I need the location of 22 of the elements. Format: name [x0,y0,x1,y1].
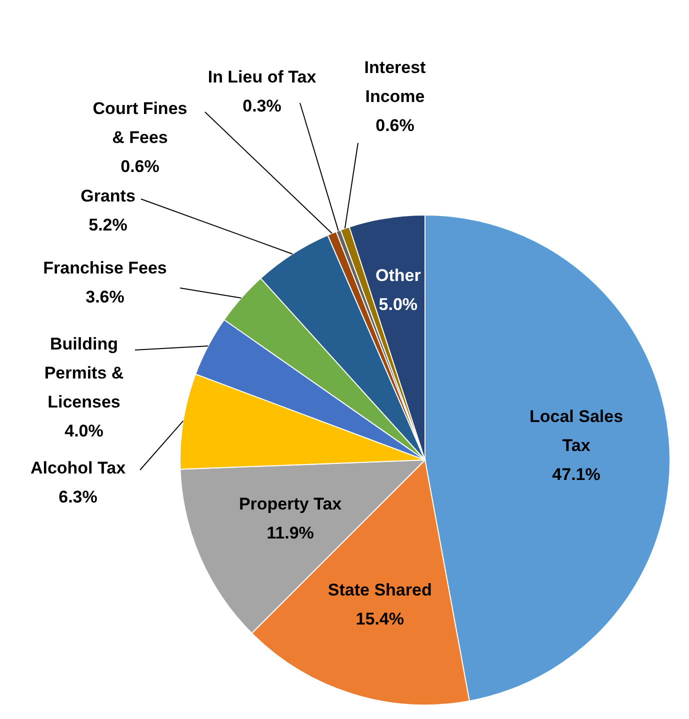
data-label: 0.6% [120,157,160,176]
slice-label: Alcohol Tax [30,458,126,478]
slice-label: Local Sales Tax [529,407,624,456]
data-label: 0.3% [242,96,282,116]
slice-label: Court Fines & Fees [92,99,188,147]
data-label: 3.6% [86,288,124,306]
data-label: 47.1% [552,465,600,484]
slice-label: Interest Income [364,58,426,106]
data-label: 0.6% [376,116,414,135]
slice-label: Franchise Fees [43,258,167,278]
data-label: 5.2% [88,216,128,234]
data-label: 4.0% [64,422,104,440]
slice-label: In Lieu of Tax [208,68,317,86]
slice-label: Building Permits & Licenses [44,334,124,412]
data-label: 15.4% [356,610,404,629]
data-label: 5.0% [378,295,418,314]
slice-label: Property Tax [238,494,342,514]
slice-label: Grants [80,186,136,206]
data-label: 6.3% [58,488,98,506]
slice-label: State Shared [328,580,432,600]
data-label: 11.9% [266,523,314,542]
slice-label: Other [376,266,422,286]
